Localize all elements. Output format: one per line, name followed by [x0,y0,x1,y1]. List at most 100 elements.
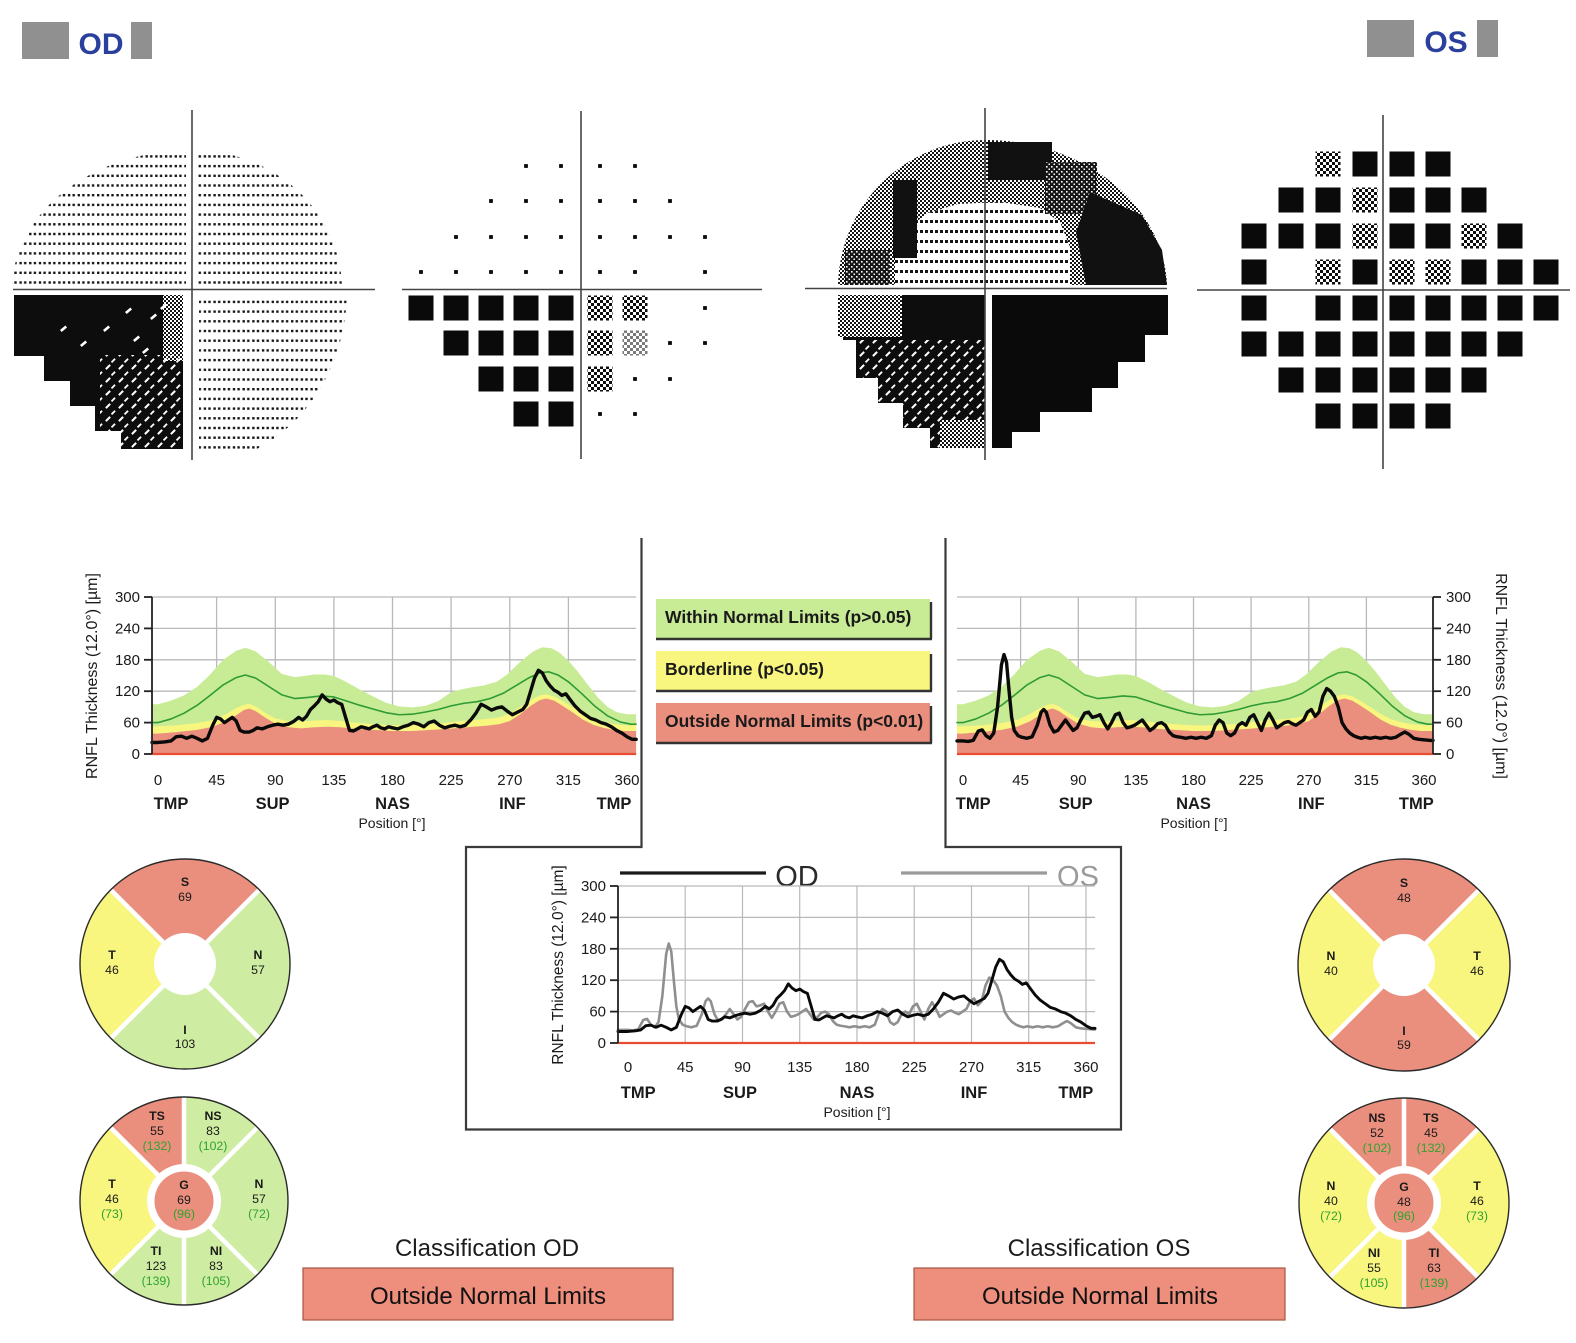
svg-text:NAS: NAS [1176,795,1211,813]
svg-text:240: 240 [115,620,140,637]
svg-text:Position [°]: Position [°] [823,1104,890,1120]
svg-text:RNFL Thickness (12.0°) [µm]: RNFL Thickness (12.0°) [µm] [1492,573,1509,779]
svg-text:Classification OS: Classification OS [1008,1235,1191,1262]
svg-text:46: 46 [1470,1194,1484,1208]
svg-text:225: 225 [439,772,464,789]
svg-text:SUP: SUP [1059,795,1093,813]
svg-text:N: N [254,948,263,962]
svg-text:270: 270 [497,772,522,789]
svg-text:T: T [108,1177,116,1191]
svg-text:52: 52 [1370,1126,1384,1140]
svg-text:360: 360 [614,772,639,789]
svg-text:(73): (73) [1466,1209,1488,1223]
svg-text:55: 55 [1367,1261,1381,1275]
svg-text:G: G [179,1178,189,1192]
svg-text:OD: OD [775,861,819,893]
svg-text:0: 0 [598,1035,606,1052]
svg-text:(73): (73) [101,1207,123,1221]
svg-text:103: 103 [175,1037,196,1051]
svg-text:315: 315 [556,772,581,789]
svg-text:225: 225 [902,1059,927,1076]
svg-text:60: 60 [1446,715,1463,732]
svg-text:120: 120 [1446,683,1471,700]
svg-text:45: 45 [208,772,225,789]
svg-text:46: 46 [1470,964,1484,978]
svg-text:45: 45 [1424,1126,1438,1140]
svg-text:40: 40 [1324,964,1338,978]
svg-text:83: 83 [206,1124,220,1138]
svg-text:NS: NS [1368,1111,1385,1125]
svg-text:(102): (102) [199,1139,228,1153]
svg-text:Classification OD: Classification OD [395,1235,579,1262]
svg-text:180: 180 [581,941,606,958]
svg-text:120: 120 [115,683,140,700]
svg-text:69: 69 [178,890,192,904]
svg-text:315: 315 [1016,1059,1041,1076]
svg-text:INF: INF [961,1084,988,1102]
svg-text:RNFL Thickness (12.0°) [µm]: RNFL Thickness (12.0°) [µm] [84,573,101,779]
svg-text:N: N [1327,949,1336,963]
svg-text:57: 57 [252,1192,266,1206]
svg-text:57: 57 [251,963,265,977]
svg-text:N: N [255,1177,264,1191]
svg-text:48: 48 [1397,1195,1411,1209]
svg-text:T: T [1473,949,1481,963]
svg-text:TI: TI [1429,1246,1440,1260]
svg-text:270: 270 [1296,772,1321,789]
svg-text:Within Normal Limits (p>0.05): Within Normal Limits (p>0.05) [665,607,911,627]
svg-text:(96): (96) [1393,1209,1415,1223]
svg-text:Outside Normal Limits: Outside Normal Limits [982,1283,1218,1310]
svg-text:135: 135 [321,772,346,789]
svg-text:(72): (72) [248,1207,270,1221]
svg-text:69: 69 [177,1193,191,1207]
svg-text:(132): (132) [1417,1141,1446,1155]
svg-text:OD: OD [79,28,124,61]
svg-text:270: 270 [959,1059,984,1076]
svg-text:(139): (139) [1420,1276,1449,1290]
svg-text:NAS: NAS [375,795,410,813]
svg-text:90: 90 [1070,772,1087,789]
svg-text:0: 0 [624,1059,632,1076]
svg-text:TMP: TMP [956,795,991,813]
svg-text:(96): (96) [173,1207,195,1221]
svg-text:180: 180 [1446,652,1471,669]
svg-text:TMP: TMP [621,1084,656,1102]
svg-text:45: 45 [1012,772,1029,789]
svg-text:90: 90 [267,772,284,789]
svg-text:45: 45 [677,1059,694,1076]
svg-text:60: 60 [589,1004,606,1021]
svg-text:225: 225 [1239,772,1264,789]
svg-text:OS: OS [1424,26,1467,59]
svg-text:315: 315 [1354,772,1379,789]
svg-text:INF: INF [499,795,526,813]
svg-text:120: 120 [581,972,606,989]
svg-text:300: 300 [581,878,606,895]
svg-text:Outside Normal Limits: Outside Normal Limits [370,1283,606,1310]
svg-text:(72): (72) [1320,1209,1342,1223]
svg-text:NS: NS [204,1109,221,1123]
svg-text:TS: TS [1423,1111,1439,1125]
svg-text:180: 180 [844,1059,869,1076]
svg-text:(132): (132) [143,1139,172,1153]
svg-text:180: 180 [1181,772,1206,789]
svg-text:NAS: NAS [840,1084,875,1102]
svg-text:(105): (105) [202,1274,231,1288]
svg-text:INF: INF [1298,795,1325,813]
svg-text:Position [°]: Position [°] [1160,815,1227,831]
svg-text:0: 0 [132,746,140,763]
svg-text:300: 300 [1446,589,1471,606]
svg-text:240: 240 [581,909,606,926]
svg-text:40: 40 [1324,1194,1338,1208]
svg-text:NI: NI [210,1244,222,1258]
svg-text:59: 59 [1397,1038,1411,1052]
svg-text:180: 180 [115,652,140,669]
svg-text:0: 0 [154,772,162,789]
svg-text:180: 180 [380,772,405,789]
svg-text:63: 63 [1427,1261,1441,1275]
svg-text:60: 60 [123,715,140,732]
svg-text:0: 0 [1446,746,1454,763]
svg-text:I: I [183,1023,186,1037]
svg-text:G: G [1399,1180,1409,1194]
svg-text:T: T [1473,1179,1481,1193]
svg-text:300: 300 [115,589,140,606]
